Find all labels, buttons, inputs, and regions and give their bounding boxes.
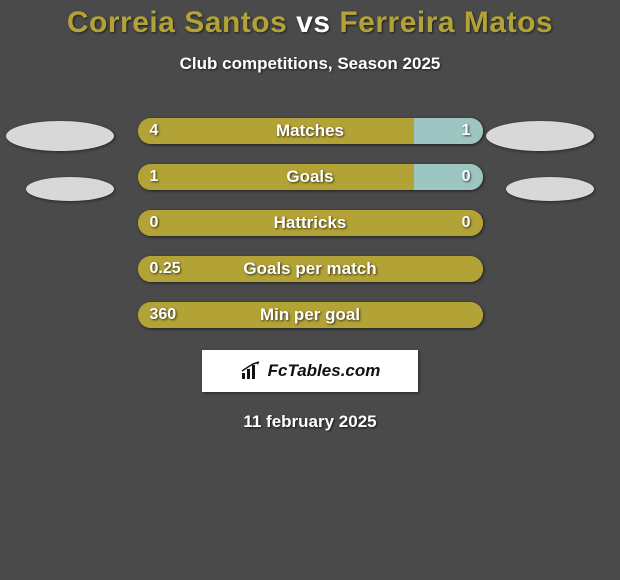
- brand-box[interactable]: FcTables.com: [202, 350, 418, 392]
- value-left: 1: [150, 164, 159, 190]
- bar-track: Hattricks00: [138, 210, 483, 236]
- comparison-row: Matches41: [0, 118, 620, 144]
- bar-left: [138, 210, 483, 236]
- comparison-row: Min per goal360: [0, 302, 620, 328]
- bar-left: [138, 164, 414, 190]
- bar-track: Goals10: [138, 164, 483, 190]
- bar-track: Min per goal360: [138, 302, 483, 328]
- player2-name: Ferreira Matos: [339, 6, 553, 39]
- bar-track: Goals per match0.25: [138, 256, 483, 282]
- bar-left: [138, 256, 483, 282]
- value-right: 0: [462, 210, 471, 236]
- page-title: Correia Santos vs Ferreira Matos: [0, 0, 620, 40]
- bar-chart-icon: [240, 361, 262, 381]
- comparison-row: Hattricks00: [0, 210, 620, 236]
- value-left: 0: [150, 210, 159, 236]
- bar-left: [138, 302, 483, 328]
- value-left: 360: [150, 302, 177, 328]
- value-left: 4: [150, 118, 159, 144]
- value-right: 1: [462, 118, 471, 144]
- bar-right: [414, 118, 483, 144]
- footer-date: 11 february 2025: [0, 412, 620, 432]
- value-left: 0.25: [150, 256, 181, 282]
- brand-text: FcTables.com: [268, 361, 381, 381]
- value-right: 0: [462, 164, 471, 190]
- player1-name: Correia Santos: [67, 6, 287, 39]
- bar-track: Matches41: [138, 118, 483, 144]
- subtitle: Club competitions, Season 2025: [0, 54, 620, 74]
- comparison-row: Goals10: [0, 164, 620, 190]
- bar-left: [138, 118, 414, 144]
- bar-right: [414, 164, 483, 190]
- comparison-row: Goals per match0.25: [0, 256, 620, 282]
- vs-text: vs: [296, 6, 330, 39]
